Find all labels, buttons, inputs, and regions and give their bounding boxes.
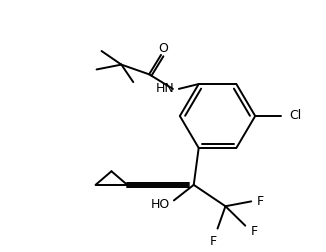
Text: F: F: [257, 195, 264, 208]
Text: HN: HN: [156, 82, 175, 96]
Text: F: F: [251, 225, 259, 238]
Text: Cl: Cl: [289, 110, 301, 122]
Text: O: O: [158, 42, 168, 55]
Text: HO: HO: [151, 198, 170, 211]
Text: F: F: [210, 235, 217, 248]
